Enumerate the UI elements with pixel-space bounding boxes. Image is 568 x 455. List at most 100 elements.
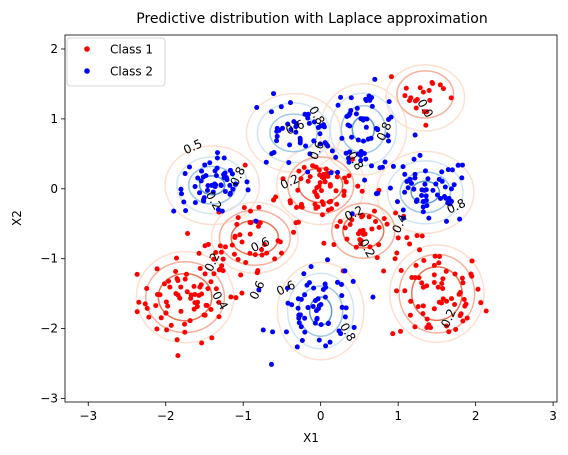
data-point-class-2 [447,201,453,207]
contour-line [331,202,396,259]
contour-line [297,285,344,338]
data-point-class-2 [390,163,396,169]
data-point-class-1 [134,271,140,277]
x-tick-label: 2 [472,409,480,423]
data-point-class-1 [327,183,333,189]
data-point-class-1 [208,279,214,285]
data-point-class-1 [398,328,404,334]
data-point-class-2 [412,132,418,138]
data-point-class-2 [412,171,418,177]
data-point-class-1 [211,256,217,262]
data-point-class-2 [412,175,418,181]
data-point-class-1 [154,266,160,272]
data-point-class-1 [420,89,426,95]
data-point-class-2 [245,187,251,193]
data-point-class-2 [362,177,368,183]
data-point-class-2 [327,339,333,345]
data-point-class-2 [411,186,417,192]
data-point-class-1 [280,176,286,182]
data-point-class-1 [464,315,470,321]
data-point-class-1 [413,105,419,111]
data-point-class-1 [154,326,160,332]
data-point-class-1 [420,284,426,290]
data-point-class-2 [422,181,428,187]
data-point-class-2 [297,140,303,146]
data-point-class-2 [448,186,454,192]
data-point-class-2 [268,109,274,115]
data-point-class-1 [231,251,237,257]
data-point-class-2 [377,165,383,171]
data-point-class-1 [436,299,442,305]
contour-line [329,92,398,167]
data-point-class-1 [296,168,302,174]
data-point-class-2 [213,173,219,179]
data-point-class-1 [209,335,215,341]
data-point-class-1 [341,188,347,194]
data-point-class-1 [347,221,353,227]
data-point-class-2 [339,304,345,310]
data-point-class-1 [144,305,150,311]
data-point-class-1 [468,271,474,277]
data-point-class-1 [295,187,301,193]
data-point-class-2 [459,162,465,168]
data-point-class-1 [435,284,441,290]
data-point-class-1 [288,200,294,206]
data-point-class-1 [358,241,364,247]
data-point-class-1 [426,87,432,93]
data-point-class-2 [382,159,388,165]
data-point-class-2 [233,181,239,187]
data-point-class-1 [374,255,380,261]
data-point-class-1 [437,82,443,88]
data-point-class-1 [414,233,420,239]
data-point-class-1 [213,250,219,256]
data-point-class-2 [269,361,275,367]
data-point-class-1 [394,250,400,256]
data-point-class-2 [358,157,364,163]
data-point-class-2 [323,343,329,349]
data-point-class-2 [212,168,218,174]
data-point-class-1 [248,208,254,214]
data-point-class-2 [339,293,345,299]
contour-value-label: 0.6 [274,278,297,299]
data-point-class-2 [373,191,379,197]
data-point-class-2 [339,135,345,141]
data-point-class-1 [460,280,466,286]
data-point-class-1 [314,194,320,200]
data-point-class-1 [199,340,205,346]
data-point-class-2 [364,116,370,122]
data-point-class-1 [408,298,414,304]
data-point-class-2 [411,156,417,162]
contour-line [210,201,299,274]
data-point-class-1 [313,164,319,170]
data-point-class-2 [459,175,465,181]
data-point-class-1 [211,271,217,277]
data-point-class-2 [422,168,428,174]
data-point-class-1 [204,303,210,309]
data-point-class-2 [294,344,300,350]
data-point-class-2 [345,155,351,161]
data-point-class-2 [423,197,429,203]
data-point-class-2 [230,186,236,192]
data-point-class-1 [187,318,193,324]
data-point-class-1 [293,220,299,226]
data-point-class-1 [272,256,278,262]
data-point-class-1 [173,291,179,297]
data-point-class-1 [199,291,205,297]
data-point-class-2 [439,169,445,175]
y-tick-label: −2 [40,322,58,336]
data-point-class-1 [198,282,204,288]
contour-line [385,64,466,132]
data-point-class-1 [431,306,437,312]
data-point-class-2 [286,160,292,166]
data-point-class-1 [444,323,450,329]
data-point-class-1 [173,268,179,274]
data-point-class-2 [338,331,344,337]
data-point-class-2 [199,168,205,174]
data-point-class-1 [167,284,173,290]
data-point-class-1 [424,109,430,115]
data-point-class-1 [220,256,226,262]
data-point-class-1 [419,233,425,239]
data-point-class-1 [293,205,299,211]
data-point-class-1 [317,180,323,186]
data-point-class-2 [302,329,308,335]
